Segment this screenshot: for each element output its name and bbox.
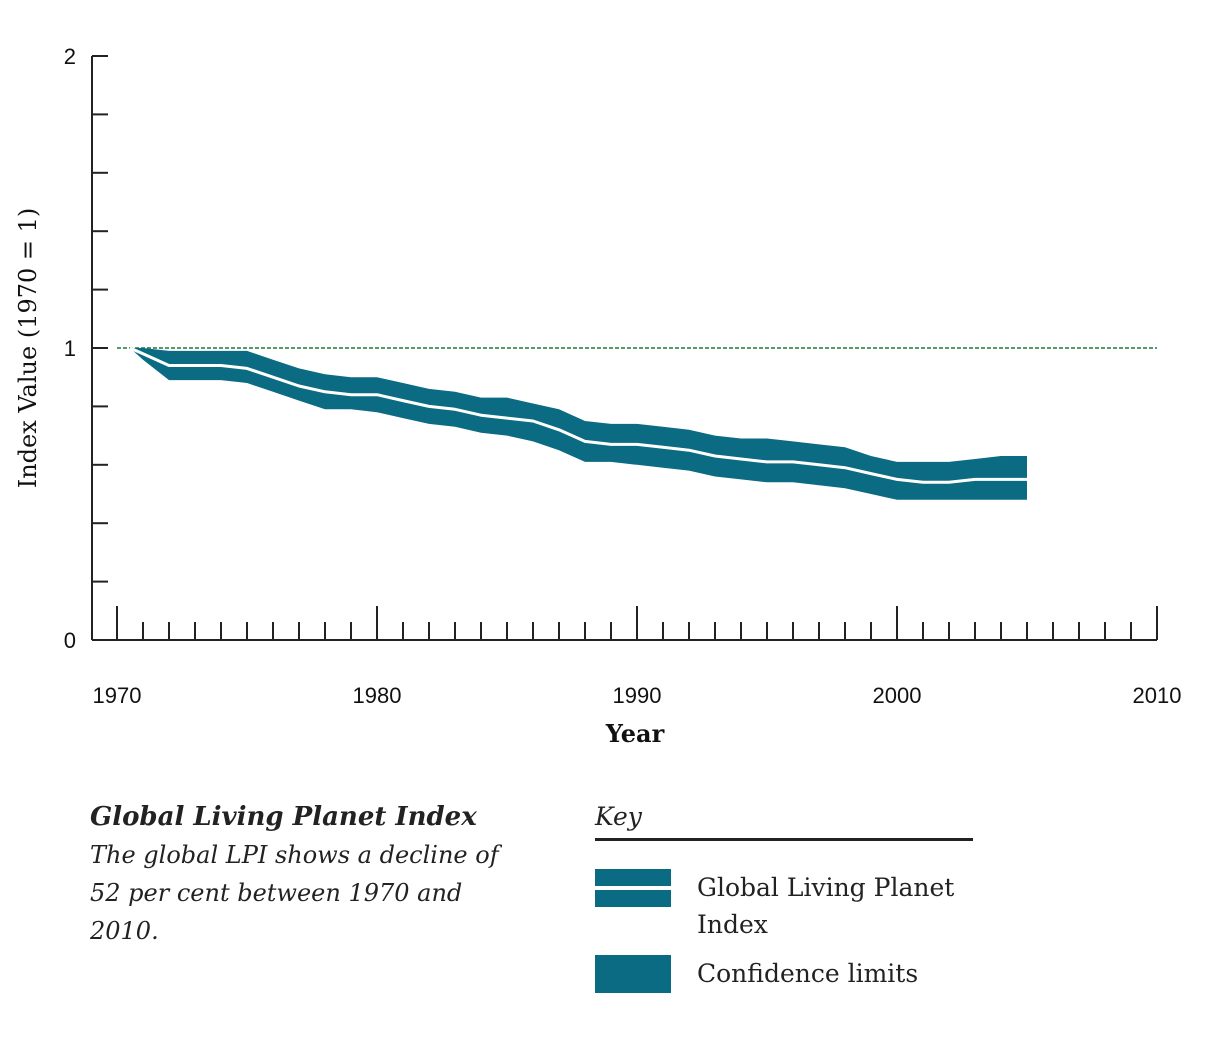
band-with-line-icon [595,869,671,907]
legend-label-confidence: Confidence limits [697,959,919,988]
y-tick-label: 0 [64,628,76,653]
index-line [129,346,1027,484]
lpi-chart: 0 1 2 1970 1980 1990 2000 2010 Year Index Value… [14,44,1182,748]
legend-divider [595,838,973,841]
x-axis-title: Year [605,719,665,748]
caption-text: The global LPI shows a decline of 52 per… [90,841,499,945]
plot-area: 0 1 2 1970 1980 1990 2000 2010 [64,44,1182,708]
x-tick-label: 1970 [93,683,142,708]
y-tick-label: 2 [64,44,76,69]
legend-item-index: Global Living Planet Index [595,869,975,943]
chart-caption: Global Living Planet Index The global LP… [90,798,520,950]
band-icon [595,955,671,993]
y-axis-title: Index Value (1970 = 1) [14,208,42,489]
legend-title: Key [595,802,642,831]
legend: Key Global Living Planet Index Confidenc… [595,798,975,1005]
caption-title: Global Living Planet Index [90,802,477,832]
x-tick-label: 1990 [613,683,662,708]
y-tick-label: 1 [64,336,76,361]
x-tick-label: 2010 [1133,683,1182,708]
x-tick-label: 2000 [873,683,922,708]
legend-label-index: Global Living Planet Index [697,873,955,939]
legend-item-confidence: Confidence limits [595,955,975,993]
x-tick-label: 1980 [353,683,402,708]
